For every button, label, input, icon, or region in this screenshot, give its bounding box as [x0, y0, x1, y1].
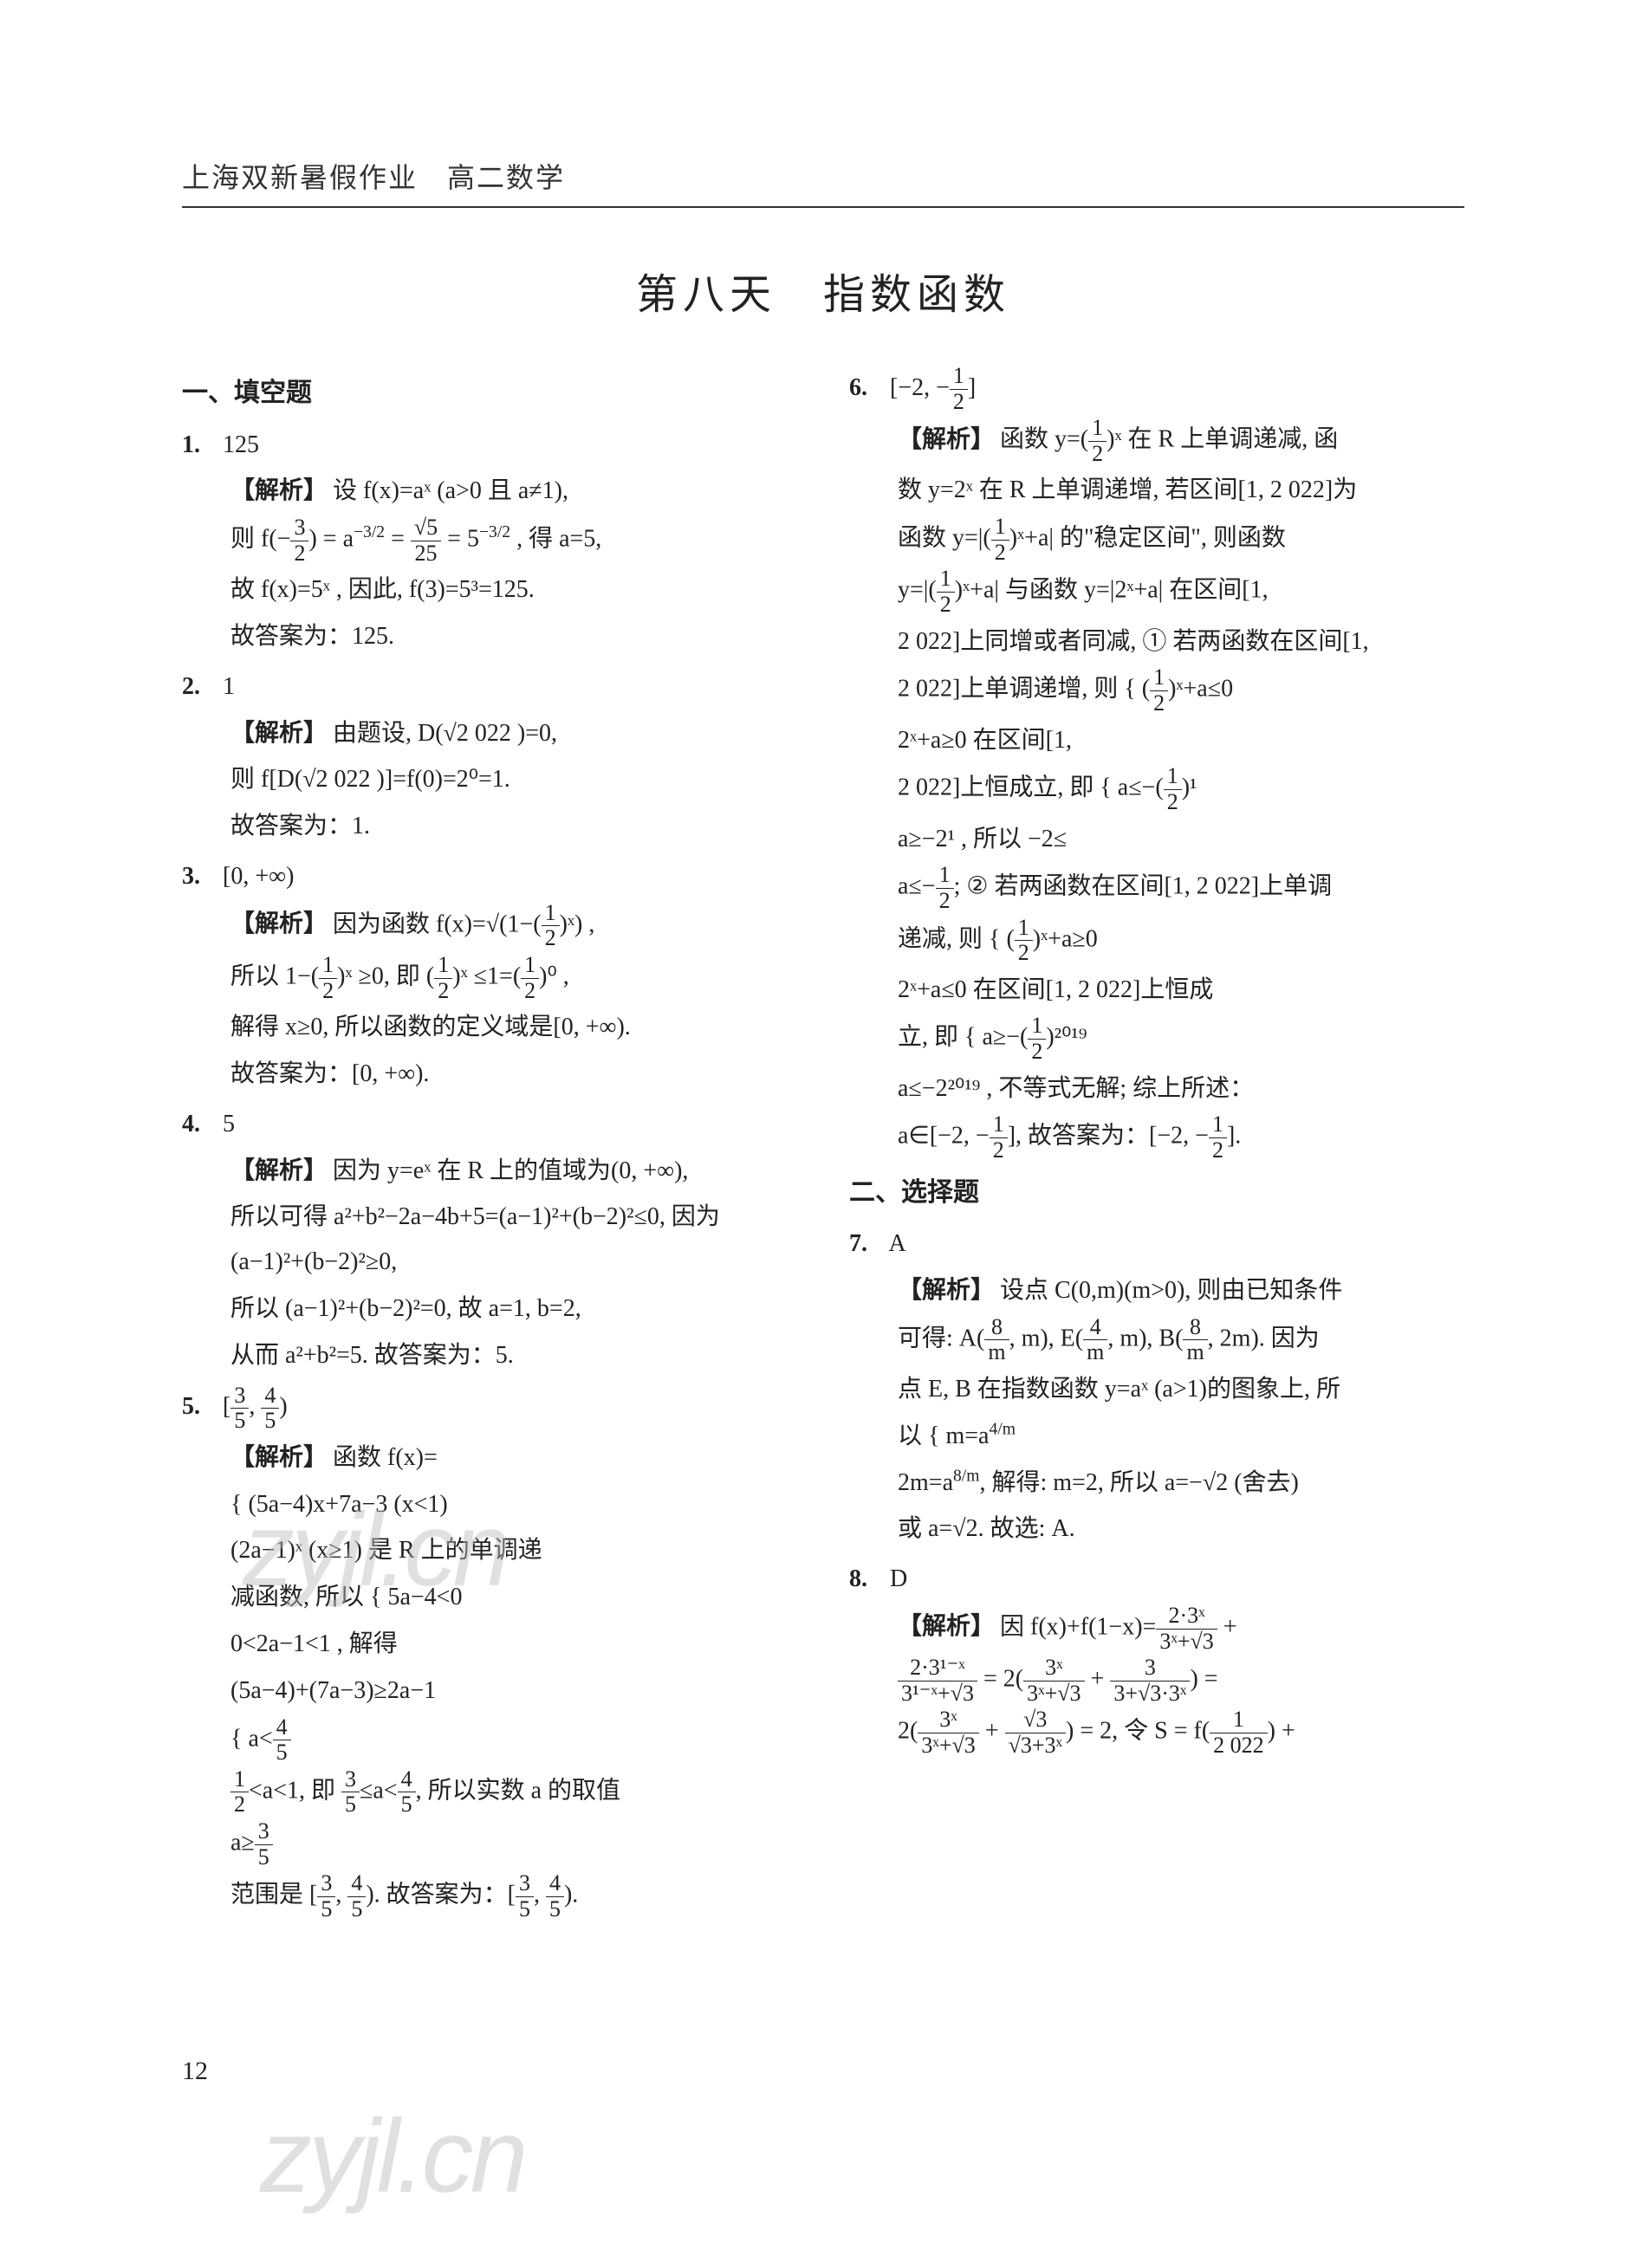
q7-ans: A: [888, 1230, 905, 1257]
problem-3: 3. [0, +∞) 【解析】因为函数 f(x)=√(1−(12)ˣ) , 所以…: [182, 854, 797, 1097]
q4-body: 【解析】因为 y=eˣ 在 R 上的值域为(0, +∞), 所以可得 a²+b²…: [182, 1149, 797, 1378]
q4-jiexi: 【解析】: [230, 1157, 328, 1184]
q6-num: 6.: [849, 366, 884, 411]
q5-num: 5.: [182, 1384, 217, 1429]
q1-body: 【解析】设 f(x)=aˣ (a>0 且 a≠1), 则 f(−32) = a−…: [182, 469, 797, 659]
section-fill: 一、填空题: [182, 369, 797, 418]
q5-body: 【解析】函数 f(x)= { (5a−4)x+7a−3 (x<1) (2a−1)…: [182, 1435, 797, 1922]
q8-jiexi: 【解析】: [898, 1613, 995, 1640]
q3-ans: [0, +∞): [223, 863, 294, 890]
running-head: 上海双新暑假作业 高二数学: [182, 156, 1464, 208]
problem-2: 2. 1 【解析】由题设, D(√2 022 )=0, 则 f[D(√2 022…: [182, 664, 797, 849]
q3-num: 3.: [182, 854, 217, 899]
chapter-title: 第八天 指数函数: [182, 260, 1464, 321]
q3-body: 【解析】因为函数 f(x)=√(1−(12)ˣ) , 所以 1−(12)ˣ ≥0…: [182, 901, 797, 1097]
q1-num: 1.: [182, 423, 217, 468]
q7-jiexi: 【解析】: [898, 1277, 995, 1304]
q1-ans: 125: [223, 431, 259, 458]
q7-num: 7.: [849, 1221, 884, 1267]
q5-jiexi: 【解析】: [230, 1444, 328, 1471]
q7-body: 【解析】设点 C(0,m)(m>0), 则由已知条件 可得: A(8m, m),…: [849, 1268, 1464, 1552]
page-number: 12: [182, 2057, 208, 2086]
q4-ans: 5: [223, 1111, 235, 1137]
q3-jiexi: 【解析】: [230, 910, 328, 937]
watermark-bottom: zyjl.cn: [260, 2096, 524, 2216]
q2-jiexi: 【解析】: [230, 720, 328, 747]
q8-num: 8.: [849, 1557, 884, 1602]
q8-body: 【解析】因 f(x)+f(1−x)=2·3ˣ3ˣ+√3 + 2·3¹⁻ˣ3¹⁻ˣ…: [849, 1604, 1464, 1759]
q6-jiexi: 【解析】: [898, 426, 995, 453]
section-choice: 二、选择题: [849, 1169, 1464, 1217]
problem-8: 8. D 【解析】因 f(x)+f(1−x)=2·3ˣ3ˣ+√3 + 2·3¹⁻…: [849, 1557, 1464, 1758]
q1-jiexi: 【解析】: [230, 477, 328, 504]
problem-5: 5. [35, 45) 【解析】函数 f(x)= { (5a−4)x+7a−3 …: [182, 1383, 797, 1922]
content-columns: 一、填空题 1. 125 【解析】设 f(x)=aˣ (a>0 且 a≠1), …: [182, 364, 1464, 2096]
q8-ans: D: [890, 1565, 907, 1592]
q2-ans: 1: [223, 673, 235, 700]
problem-6: 6. [−2, −12] 【解析】函数 y=(12)ˣ 在 R 上单调递减, 函…: [849, 364, 1464, 1163]
problem-7: 7. A 【解析】设点 C(0,m)(m>0), 则由已知条件 可得: A(8m…: [849, 1221, 1464, 1552]
q6-body: 【解析】函数 y=(12)ˣ 在 R 上单调递减, 函 数 y=2ˣ 在 R 上…: [849, 416, 1464, 1163]
q6-ans: [−2, −12]: [890, 374, 976, 401]
page: 上海双新暑假作业 高二数学 第八天 指数函数 一、填空题 1. 125 【解析】…: [0, 0, 1629, 2268]
q2-num: 2.: [182, 664, 217, 710]
q2-body: 【解析】由题设, D(√2 022 )=0, 则 f[D(√2 022 )]=f…: [182, 711, 797, 849]
problem-1: 1. 125 【解析】设 f(x)=aˣ (a>0 且 a≠1), 则 f(−3…: [182, 423, 797, 659]
q5-ans: [35, 45): [223, 1393, 288, 1420]
problem-4: 4. 5 【解析】因为 y=eˣ 在 R 上的值域为(0, +∞), 所以可得 …: [182, 1102, 797, 1378]
q4-num: 4.: [182, 1102, 217, 1147]
